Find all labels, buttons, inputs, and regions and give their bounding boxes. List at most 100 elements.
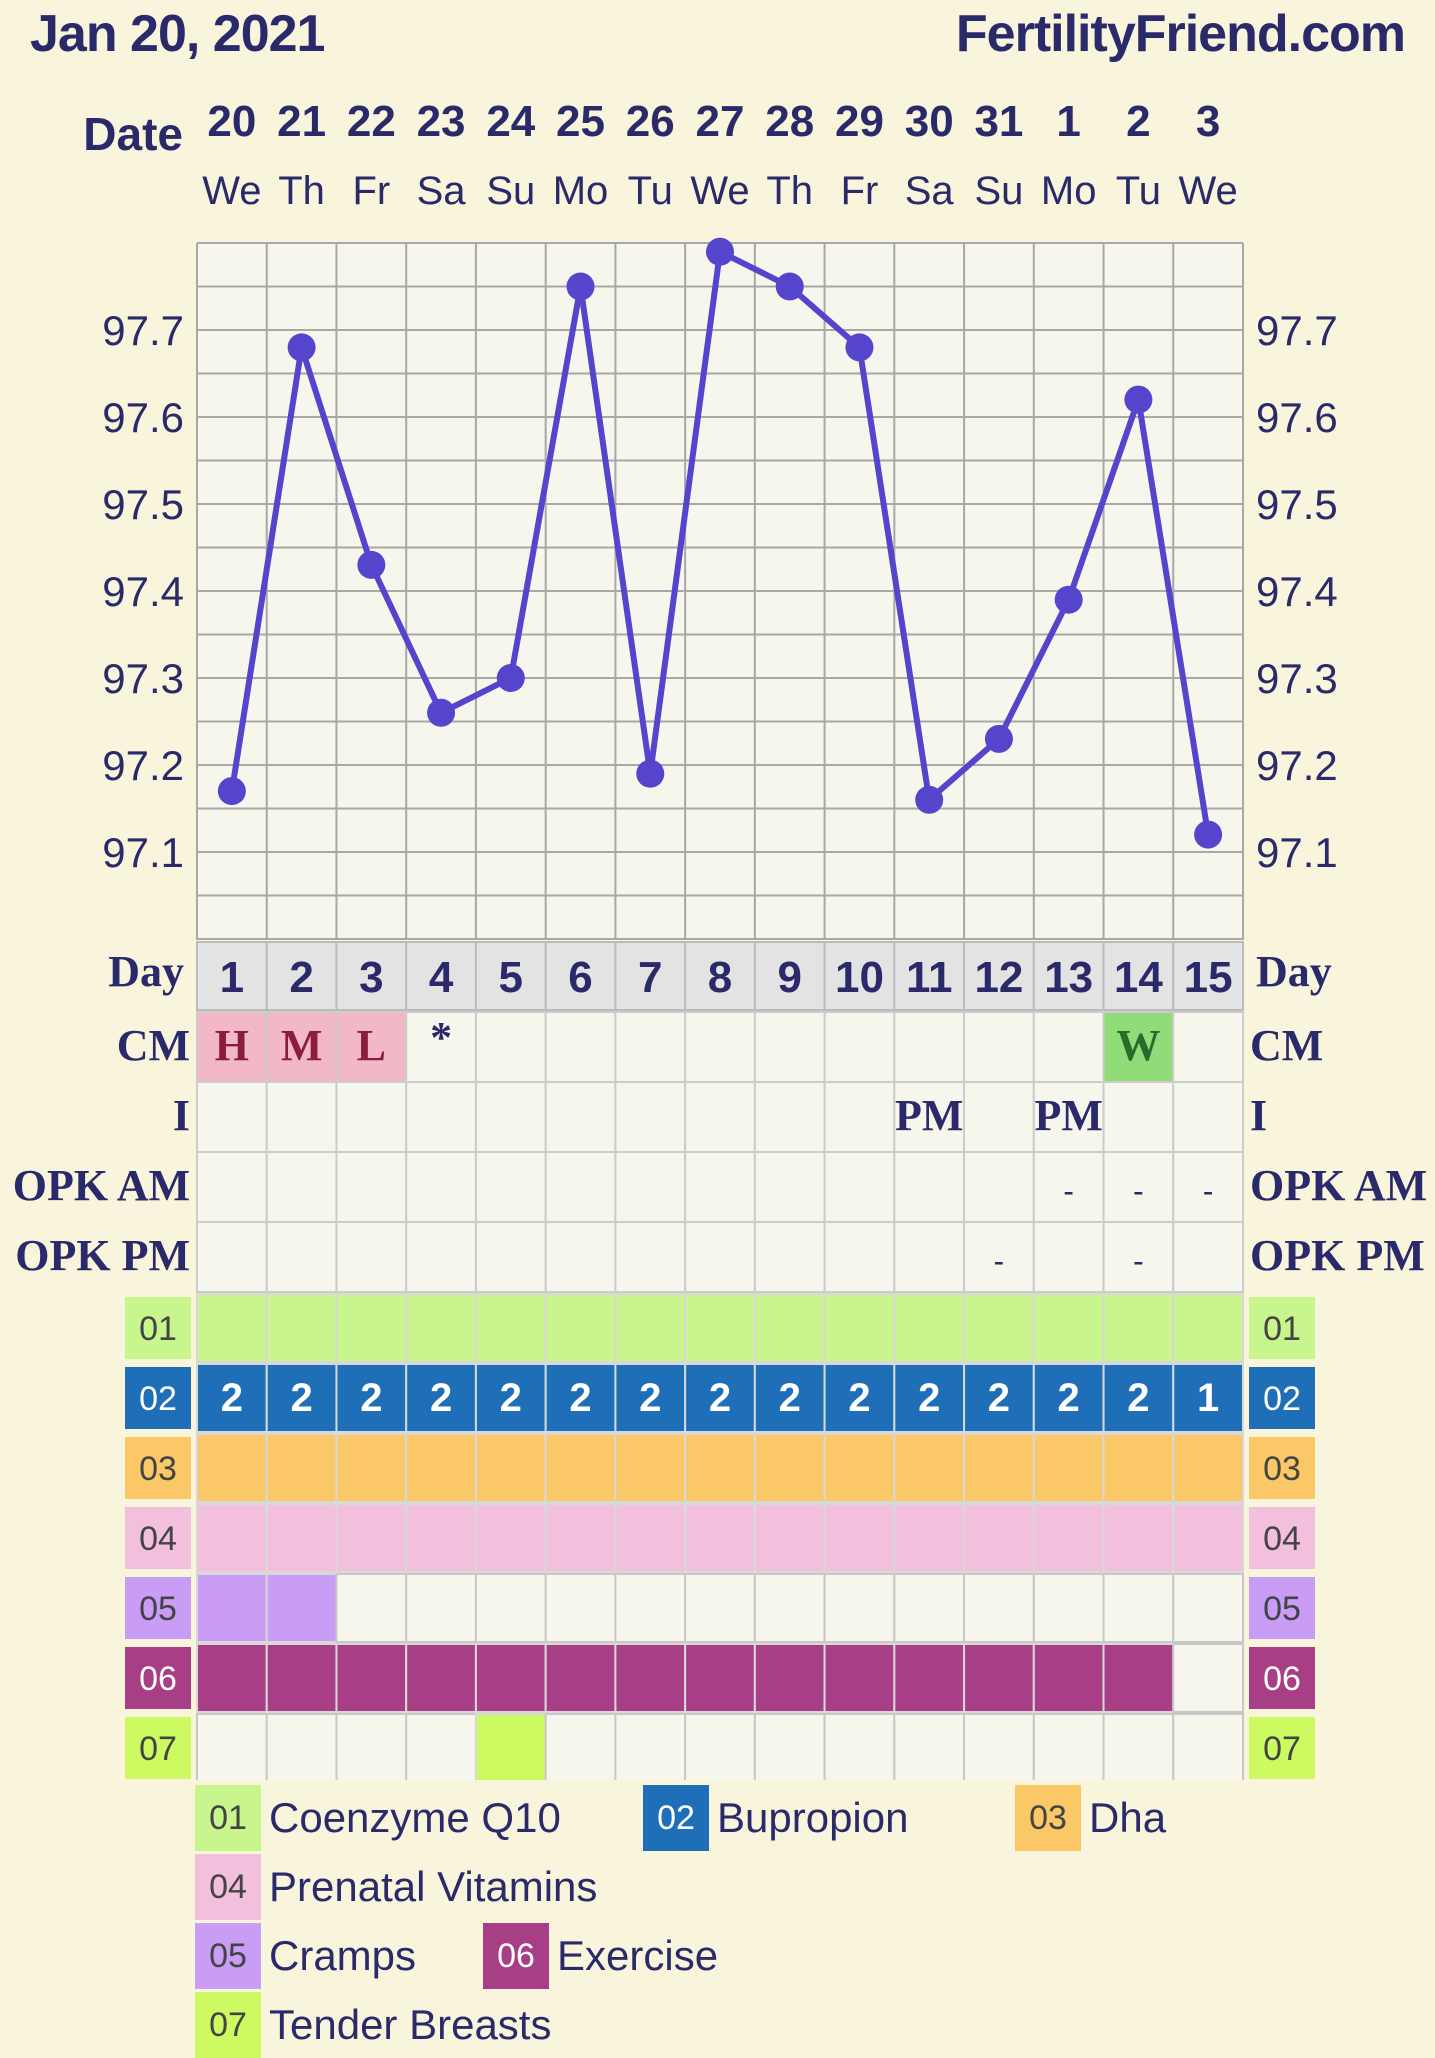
weekday-label: Mo <box>1041 169 1097 213</box>
day-cell <box>265 941 338 1011</box>
track-02-cell <box>893 1363 966 1433</box>
legend: 01 Coenzyme Q10 02 Bupropion 03 Dha 04 P… <box>195 1785 1295 2058</box>
legend-item-06: 06 Exercise <box>483 1923 718 1989</box>
track-02-cell <box>753 1363 826 1433</box>
date-label: 30 <box>905 97 954 146</box>
cm-cell <box>474 1011 547 1083</box>
track-07-cell <box>893 1713 966 1780</box>
track-02-code-left: 02 <box>139 1380 177 1418</box>
track-03-code-right: 03 <box>1263 1450 1301 1488</box>
track-01-cell <box>893 1293 966 1363</box>
track-02-cell <box>1172 1363 1245 1433</box>
track-03-badge-left <box>125 1437 191 1499</box>
legend-code-04: 04 <box>195 1854 261 1920</box>
site-name: FertilityFriend.com <box>955 5 1406 63</box>
intercourse-cell <box>753 1081 826 1153</box>
track-02-badge-left <box>125 1367 191 1429</box>
legend-label-03: Dha <box>1089 1794 1167 1841</box>
weekday-label: Fr <box>841 169 879 213</box>
weekday-label: Su <box>486 169 535 213</box>
day-number: 7 <box>638 953 662 1002</box>
track-05-cell <box>1032 1573 1105 1643</box>
track-03-code-left: 03 <box>139 1450 177 1488</box>
legend-code-05: 05 <box>195 1923 261 1989</box>
day-number: 5 <box>499 953 523 1002</box>
track-02-value: 1 <box>1197 1376 1219 1420</box>
y-tick-label-left: 97.5 <box>102 481 184 528</box>
track-02-cell <box>963 1363 1035 1433</box>
track-05-cell <box>963 1573 1035 1643</box>
cm-cell <box>405 1011 477 1083</box>
day-number: 8 <box>708 953 732 1002</box>
track-06-cell <box>684 1643 756 1713</box>
cm-cell <box>265 1011 338 1083</box>
y-tick-label-right: 97.7 <box>1256 307 1338 354</box>
track-06-cell <box>405 1643 477 1713</box>
legend-item-07: 07 Tender Breasts <box>195 1992 551 2058</box>
weekday-label: Tu <box>628 169 673 213</box>
track-06-cell <box>265 1643 338 1713</box>
track-02-value: 2 <box>500 1376 522 1420</box>
track-04-cell <box>753 1503 826 1573</box>
opk-am-value: - <box>1064 1174 1074 1207</box>
track-02-cell <box>544 1363 617 1433</box>
date-label: 26 <box>626 97 675 146</box>
date-label: 21 <box>277 97 326 146</box>
track-03-cell <box>893 1433 966 1503</box>
track-05-cell <box>684 1573 756 1643</box>
track-05-cell <box>1172 1573 1245 1643</box>
intercourse-value: PM <box>1034 1091 1102 1140</box>
track-03-cell <box>1102 1433 1175 1503</box>
day-cell <box>823 941 896 1011</box>
track-01-cell <box>405 1293 477 1363</box>
track-07-cell <box>1032 1713 1105 1780</box>
track-05-cell <box>405 1573 477 1643</box>
cm-cell <box>196 1011 268 1083</box>
track-06-cell <box>1102 1643 1175 1713</box>
intercourse-cell <box>1102 1081 1175 1153</box>
track-07-cell <box>614 1713 687 1780</box>
track-02-value: 2 <box>430 1376 452 1420</box>
track-06-cell <box>963 1643 1035 1713</box>
temperature-point <box>984 724 1013 753</box>
track-06-cell <box>823 1643 896 1713</box>
track-06-code-left: 06 <box>139 1660 177 1698</box>
legend-label-05: Cramps <box>269 1932 417 1979</box>
day-number: 1 <box>220 953 244 1002</box>
legend-code-06: 06 <box>483 1923 549 1989</box>
intercourse-cell <box>335 1081 408 1153</box>
intercourse-cell <box>614 1081 687 1153</box>
date-label: 29 <box>835 97 884 146</box>
temperature-point <box>1054 585 1083 614</box>
date-row-label: Date <box>83 108 183 160</box>
opk-am-cell <box>544 1151 617 1223</box>
y-tick-label-right: 97.4 <box>1256 568 1338 615</box>
day-cell <box>753 941 826 1011</box>
track-06-cell <box>753 1643 826 1713</box>
weekday-label: Sa <box>905 169 955 213</box>
temperature-point <box>1124 385 1153 414</box>
weekday-label: Th <box>278 169 325 213</box>
weekday-label: Sa <box>417 169 467 213</box>
temperature-point <box>357 550 386 579</box>
track-01-cell <box>544 1293 617 1363</box>
track-06-cell <box>1032 1643 1105 1713</box>
track-05-code-left: 05 <box>139 1590 177 1628</box>
track-01-cell <box>684 1293 756 1363</box>
track-07-cell <box>474 1713 547 1780</box>
track-03-cell <box>474 1433 547 1503</box>
legend-item-01: 01 Coenzyme Q10 <box>195 1785 561 1851</box>
opk-pm-cell <box>684 1221 756 1293</box>
track-02-value: 2 <box>918 1376 940 1420</box>
opk-am-cell <box>474 1151 547 1223</box>
cm-cell <box>963 1011 1035 1083</box>
intercourse-cell <box>544 1081 617 1153</box>
track-02-value: 2 <box>709 1376 731 1420</box>
track-04-cell <box>963 1503 1035 1573</box>
opk-pm-cell <box>893 1221 966 1293</box>
day-row-label-right: Day <box>1256 947 1332 996</box>
track-02-cell <box>335 1363 408 1433</box>
track-06-cell <box>893 1643 966 1713</box>
track-02-value: 2 <box>290 1376 312 1420</box>
day-cell <box>196 941 268 1011</box>
